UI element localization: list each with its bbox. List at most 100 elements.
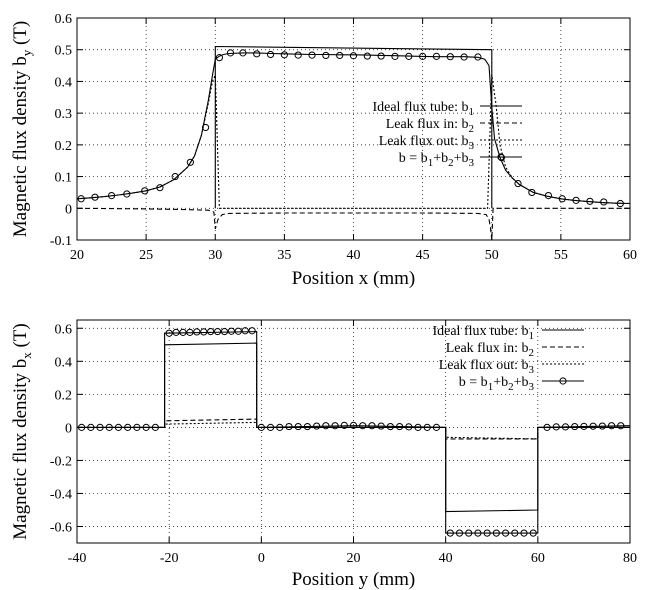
- plot-frame: [76, 319, 631, 544]
- data-point-marker: [165, 329, 173, 337]
- data-point-marker: [226, 49, 235, 57]
- data-point-marker: [432, 52, 441, 60]
- x-tick-label: 20: [347, 551, 361, 566]
- legend-label: Ideal flux tube: b1: [432, 324, 534, 342]
- data-point-marker: [213, 327, 222, 336]
- data-point-marker: [124, 423, 132, 431]
- data-point-marker: [368, 422, 376, 430]
- data-point-marker: [544, 192, 553, 200]
- y-tick-label: 0.3: [55, 107, 73, 122]
- data-point-marker: [171, 172, 179, 181]
- data-point-marker: [580, 422, 588, 430]
- data-point-marker: [234, 327, 242, 335]
- data-point-marker: [514, 179, 522, 188]
- data-point-marker: [558, 195, 566, 203]
- series-layer: [77, 45, 630, 240]
- data-point-marker: [446, 529, 454, 537]
- data-point-marker: [586, 197, 594, 205]
- x-tick-label: -20: [160, 551, 179, 566]
- data-point-marker: [391, 52, 399, 60]
- data-point-marker: [405, 52, 413, 60]
- x-tick-label: 40: [439, 551, 453, 566]
- x-tick-label: 60: [623, 248, 637, 263]
- data-point-marker: [280, 51, 288, 59]
- data-point-marker: [616, 199, 624, 208]
- data-point-marker: [423, 423, 431, 431]
- data-point-marker: [465, 529, 473, 537]
- data-point-marker: [313, 422, 321, 430]
- x-tick-label: -40: [68, 551, 87, 566]
- data-point-marker: [322, 422, 330, 430]
- data-point-marker: [303, 422, 312, 431]
- data-point-marker: [308, 51, 316, 59]
- y-tick-label: 0.4: [55, 355, 73, 370]
- data-point-marker: [377, 422, 385, 430]
- y-tick-label: -0.2: [50, 454, 72, 469]
- y-tick-label: 0.6: [55, 322, 73, 337]
- y-tick-label: 0: [65, 202, 72, 217]
- data-point-marker: [186, 328, 194, 336]
- series-line-b3: [77, 74, 630, 209]
- data-point-marker: [156, 184, 164, 192]
- data-point-marker: [276, 423, 284, 431]
- data-point-marker: [91, 193, 99, 201]
- data-point-marker: [572, 196, 580, 204]
- data-point-marker: [617, 422, 625, 430]
- data-point-marker: [528, 188, 536, 197]
- series-layer: [77, 327, 630, 537]
- data-point-marker: [336, 51, 344, 60]
- y-tick-label: 0.4: [55, 75, 73, 90]
- x-tick-label: 30: [208, 248, 222, 263]
- y-tick-label: 0.2: [55, 139, 73, 154]
- data-point-marker: [395, 422, 404, 431]
- data-point-marker: [474, 53, 482, 61]
- data-point-marker: [294, 422, 302, 431]
- x-tick-label: 25: [139, 248, 153, 263]
- data-point-marker: [492, 529, 500, 537]
- data-point-marker: [414, 423, 422, 431]
- x-tick-label: 55: [554, 248, 568, 263]
- data-point-marker: [257, 423, 265, 431]
- y-tick-label: 0: [65, 421, 72, 436]
- data-point-marker: [363, 52, 371, 60]
- data-point-marker: [349, 421, 358, 429]
- data-point-marker: [455, 529, 464, 537]
- legend-label: Leak flux in: b2: [446, 341, 534, 359]
- x-axis-label: Position y (mm): [292, 569, 416, 590]
- data-point-marker: [266, 50, 275, 59]
- data-point-marker: [266, 423, 275, 431]
- legend-label: Leak flux out: b3: [379, 134, 475, 152]
- series-line-b4: [77, 52, 630, 205]
- data-point-marker: [133, 423, 141, 431]
- legend-marker: [497, 153, 505, 161]
- data-point-marker: [405, 423, 413, 431]
- data-point-marker: [600, 198, 608, 206]
- x-tick-label: 40: [347, 248, 361, 263]
- data-point-marker: [186, 158, 194, 166]
- y-axis-label: Magnetic flux density bx (T): [10, 323, 34, 540]
- x-tick-label: 45: [416, 248, 430, 263]
- x-tick-label: 50: [485, 248, 499, 263]
- y-tick-label: 0.1: [55, 171, 73, 186]
- data-point-marker: [589, 422, 597, 430]
- data-point-marker: [96, 423, 104, 431]
- data-point-marker: [543, 423, 551, 431]
- data-point-marker: [239, 49, 247, 57]
- legend-marker: [559, 377, 567, 385]
- x-tick-label: 20: [70, 248, 84, 263]
- series-line-b1: [214, 45, 493, 209]
- data-point-marker: [529, 529, 537, 537]
- x-tick-label: 60: [531, 551, 545, 566]
- y-tick-label: 0.6: [55, 12, 73, 27]
- data-point-marker: [331, 422, 339, 430]
- data-point-marker: [571, 422, 579, 431]
- data-point-marker: [123, 190, 131, 198]
- data-point-marker: [248, 327, 256, 335]
- data-point-marker: [77, 195, 85, 203]
- y-tick-label: -0.6: [50, 520, 72, 535]
- y-axis-label: Magnetic flux density by (T): [10, 21, 34, 238]
- y-tick-label: -0.4: [50, 487, 72, 502]
- data-point-marker: [179, 328, 187, 336]
- data-point-marker: [285, 422, 293, 431]
